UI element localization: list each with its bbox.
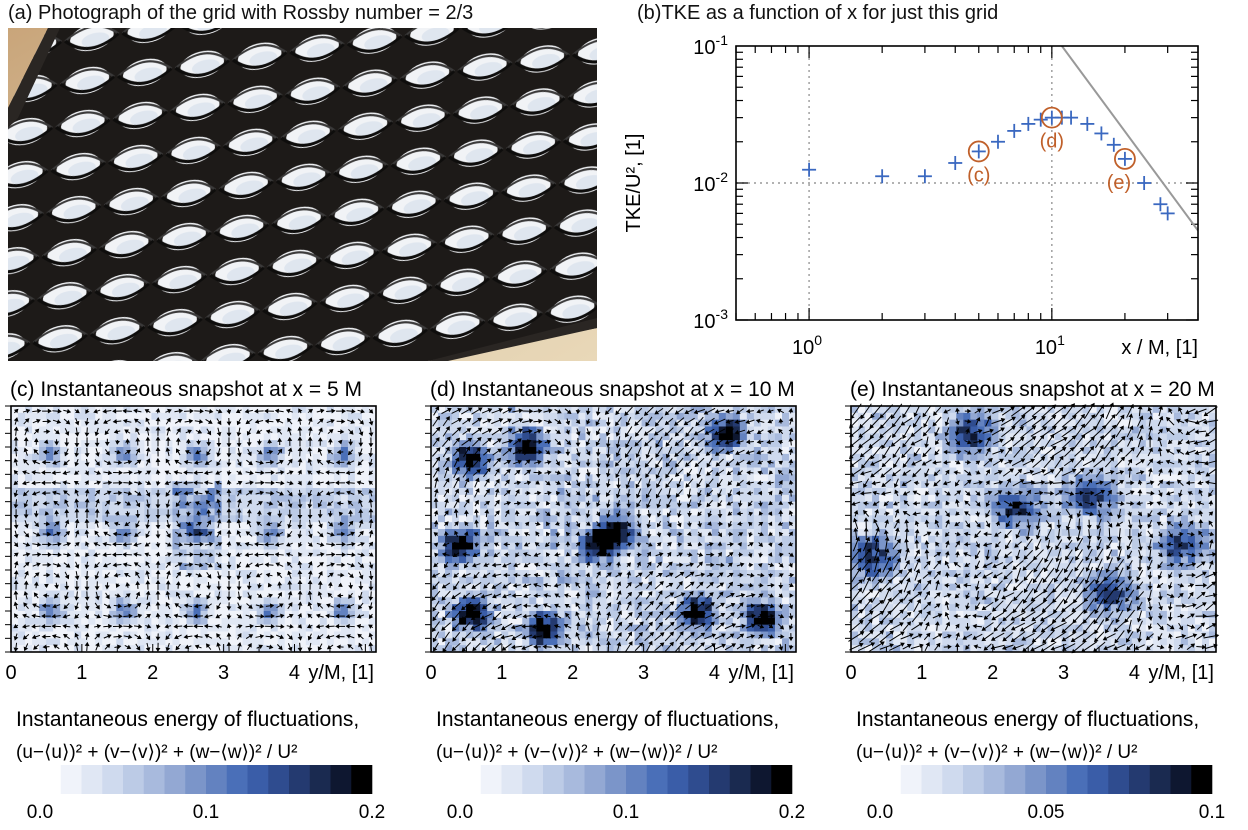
x-tick-label: 3 xyxy=(1058,662,1069,684)
colorbar-tick-label: 0.05 xyxy=(1028,802,1065,823)
data-point xyxy=(948,156,962,170)
panel-e: (e) Instantaneous snapshot at x = 20 M 0 1… xyxy=(840,374,1248,825)
x-tick-label: 3 xyxy=(638,662,649,684)
panel-d: (d) Instantaneous snapshot at x = 10 M 0 1… xyxy=(420,374,830,825)
x-tick-label: 0 xyxy=(845,662,856,684)
data-point xyxy=(918,169,932,183)
data-point xyxy=(972,144,986,158)
x-tick-label: 100 xyxy=(792,332,822,359)
tke-chart: (c) (d) (e) 10-1 10-2 10-3 100 101 x / M, [1] TKE… xyxy=(610,28,1230,370)
colorbar xyxy=(460,765,792,794)
colorbar-label-line2: (u−⟨u⟩)² + (v−⟨v⟩)² + (w−⟨w⟩)² / U² xyxy=(16,742,297,763)
x-tick-label: 1 xyxy=(496,662,507,684)
snapshot-title: (c) Instantaneous snapshot at x = 5 M xyxy=(10,378,362,401)
x-tick-label: 4 xyxy=(1129,662,1140,684)
highlight-label: (c) xyxy=(967,164,990,186)
y-tick-label: 10-1 xyxy=(693,32,728,59)
x-tick-label: 2 xyxy=(567,662,578,684)
panel-b-title: (b)TKE as a function of x for just this … xyxy=(637,2,998,25)
colorbar-tick-label: 0.1 xyxy=(1199,802,1225,823)
x-tick-label: 1 xyxy=(76,662,87,684)
y-axis-label: TKE/U², [1] xyxy=(623,134,645,233)
colorbar-label-line1: Instantaneous energy of fluctuations, xyxy=(436,708,779,731)
data-point xyxy=(1080,117,1094,131)
x-axis-label: y/M, [1] xyxy=(728,662,794,684)
data-point xyxy=(1021,117,1035,131)
snapshot-chart: (c) Instantaneous snapshot at x = 5 M 0 1 2… xyxy=(0,374,410,825)
y-tick-label: 10-3 xyxy=(693,306,728,333)
decay-fit-line xyxy=(1062,46,1198,231)
colorbar-tick-label: 0.1 xyxy=(613,802,639,823)
grid-photograph xyxy=(8,28,597,361)
data-point xyxy=(1118,152,1132,166)
colorbar-label-line1: Instantaneous energy of fluctuations, xyxy=(16,708,359,731)
grid-photo-image xyxy=(8,28,597,361)
data-point xyxy=(1137,176,1151,190)
colorbar xyxy=(880,765,1212,794)
data-point xyxy=(1161,206,1175,220)
colorbar-tick-label: 0.2 xyxy=(359,802,385,823)
x-tick-label: 3 xyxy=(218,662,229,684)
y-tick-label: 10-2 xyxy=(693,169,728,196)
x-axis-label: x / M, [1] xyxy=(1121,337,1198,359)
colorbar-tick-label: 0.0 xyxy=(447,802,473,823)
data-point xyxy=(1107,138,1121,152)
panel-c: (c) Instantaneous snapshot at x = 5 M 0 1 2… xyxy=(0,374,410,825)
colorbar-label-line2: (u−⟨u⟩)² + (v−⟨v⟩)² + (w−⟨w⟩)² / U² xyxy=(856,742,1137,763)
snapshot-title: (e) Instantaneous snapshot at x = 20 M xyxy=(850,378,1215,401)
data-point xyxy=(802,163,816,177)
panel-a-title: (a) Photograph of the grid with Rossby n… xyxy=(8,2,473,25)
snapshot-title: (d) Instantaneous snapshot at x = 10 M xyxy=(430,378,795,401)
data-point xyxy=(1064,111,1078,125)
data-point xyxy=(1153,197,1167,211)
x-tick-label: 0 xyxy=(5,662,16,684)
snapshot-chart: (d) Instantaneous snapshot at x = 10 M 0 1… xyxy=(420,374,830,825)
x-tick-label: 2 xyxy=(987,662,998,684)
x-tick-label: 101 xyxy=(1035,332,1065,359)
x-tick-label: 4 xyxy=(709,662,720,684)
colorbar-label-line2: (u−⟨u⟩)² + (v−⟨v⟩)² + (w−⟨w⟩)² / U² xyxy=(436,742,717,763)
data-point xyxy=(991,135,1005,149)
colorbar-tick-label: 0.1 xyxy=(193,802,219,823)
x-tick-label: 0 xyxy=(425,662,436,684)
x-axis-label: y/M, [1] xyxy=(308,662,374,684)
colorbar-tick-label: 0.0 xyxy=(27,802,53,823)
x-tick-label: 2 xyxy=(147,662,158,684)
colorbar-tick-label: 0.2 xyxy=(779,802,805,823)
data-point xyxy=(1007,124,1021,138)
x-tick-label: 4 xyxy=(289,662,300,684)
x-tick-label: 1 xyxy=(916,662,927,684)
colorbar xyxy=(40,765,372,794)
data-point xyxy=(875,169,889,183)
highlight-label: (e) xyxy=(1107,172,1131,194)
x-axis-label: y/M, [1] xyxy=(1148,662,1214,684)
highlight-label: (d) xyxy=(1040,131,1064,153)
data-point xyxy=(1094,126,1108,140)
snapshot-chart: (e) Instantaneous snapshot at x = 20 M 0 1… xyxy=(840,374,1248,825)
colorbar-label-line1: Instantaneous energy of fluctuations, xyxy=(856,708,1199,731)
colorbar-tick-label: 0.0 xyxy=(867,802,893,823)
